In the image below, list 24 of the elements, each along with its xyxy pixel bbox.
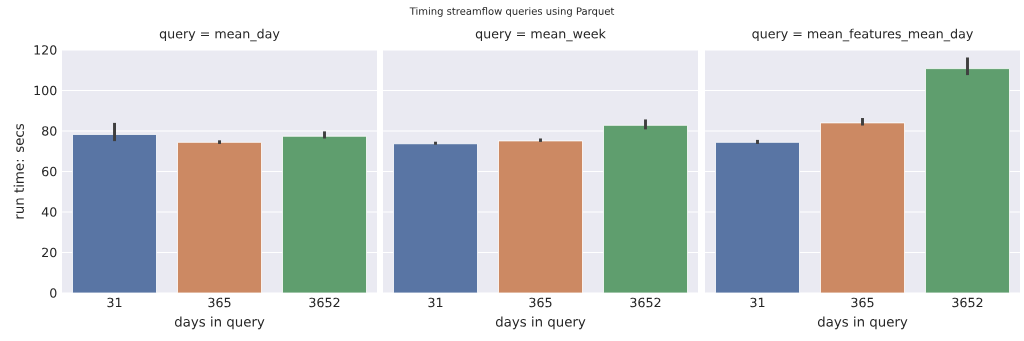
x-tick-label: 365 [851, 297, 874, 308]
x-tick-label: 31 [107, 297, 122, 308]
y-tick-label: 80 [42, 126, 57, 136]
y-tick-label: 100 [34, 85, 57, 96]
x-tick-label: 3652 [309, 297, 340, 308]
x-tick-label: 365 [208, 297, 231, 308]
y-tick-label: 120 [34, 45, 57, 55]
y-tick-label: 0 [50, 288, 57, 298]
y-tick-label: 20 [42, 247, 57, 258]
x-tick-label: 3652 [630, 297, 661, 308]
chart-title: query = mean_week [475, 28, 606, 42]
x-axis-title: days in query [495, 316, 586, 330]
y-tick-label: 40 [41, 207, 57, 217]
x-axis-title: days in query [817, 316, 908, 330]
x-tick-label: 31 [428, 297, 443, 308]
text: Timing streamflow queries using Parquet [409, 7, 615, 17]
x-tick-label: 365 [529, 297, 552, 308]
chart-title: query = mean_day [159, 28, 280, 42]
y-axis-title: run time: secs [13, 123, 24, 219]
x-axis-title: days in query [174, 316, 265, 330]
x-tick-label: 31 [750, 297, 765, 308]
x-tick-label: 3652 [952, 297, 983, 308]
y-tick-label: 60 [42, 166, 57, 177]
chart-title: query = mean_features_mean_day [752, 28, 973, 42]
